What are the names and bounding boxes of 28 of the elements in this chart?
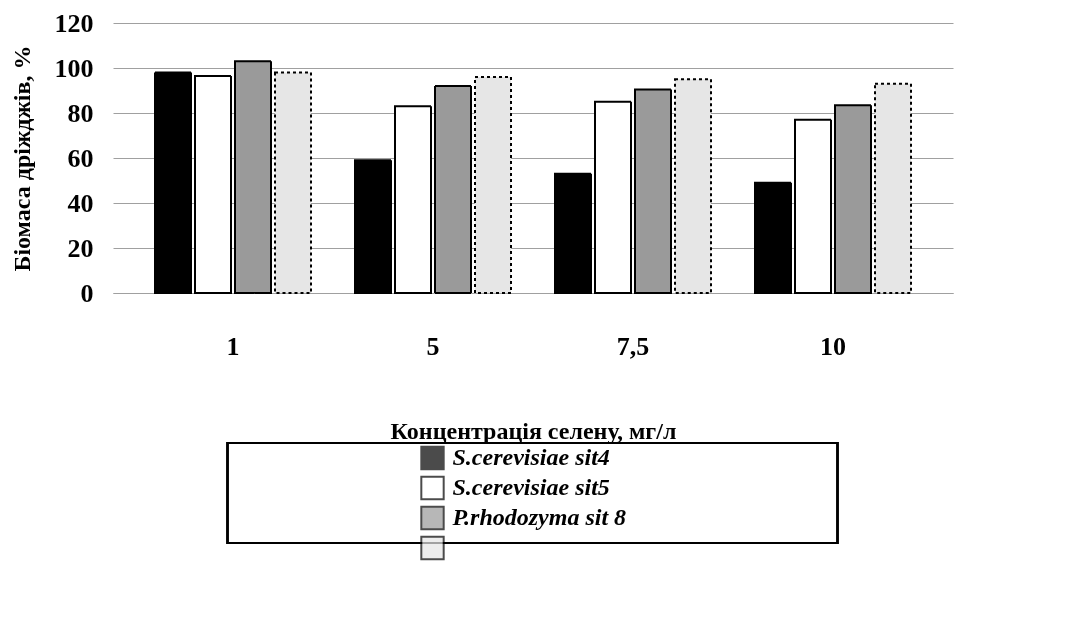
bar xyxy=(474,76,512,294)
x-tick-label: 10 xyxy=(820,331,846,361)
legend-label: S.cerevisiae sit5 xyxy=(452,474,610,500)
bar xyxy=(154,71,192,294)
x-axis-title: Концентрація селену, мг/л xyxy=(390,417,677,444)
y-tick-label: 40 xyxy=(67,188,94,218)
x-tick-label: 1 xyxy=(226,331,240,361)
x-tick-label: 5 xyxy=(426,331,440,361)
bar xyxy=(194,74,232,294)
bar xyxy=(354,159,392,294)
x-tick-label: 7,5 xyxy=(616,331,650,361)
y-axis-title: Біомаса дріжджів, % xyxy=(8,45,35,272)
bar xyxy=(394,105,432,294)
y-tick-label: 120 xyxy=(54,8,94,38)
bar xyxy=(674,78,712,294)
bar xyxy=(274,71,312,294)
legend-label: P.rhodozyma sit 8 xyxy=(451,504,627,530)
y-tick-label: 20 xyxy=(67,233,94,263)
bar xyxy=(554,172,592,294)
y-tick-label: 100 xyxy=(54,53,94,83)
y-tick-label: 0 xyxy=(80,278,94,308)
y-tick-label: 80 xyxy=(67,98,94,128)
legend-label: S.cerevisiae sit4 xyxy=(452,444,610,470)
bar xyxy=(874,82,912,294)
bar xyxy=(794,118,832,294)
bar xyxy=(594,100,632,294)
y-tick-label: 60 xyxy=(67,143,94,173)
bar xyxy=(754,181,792,294)
